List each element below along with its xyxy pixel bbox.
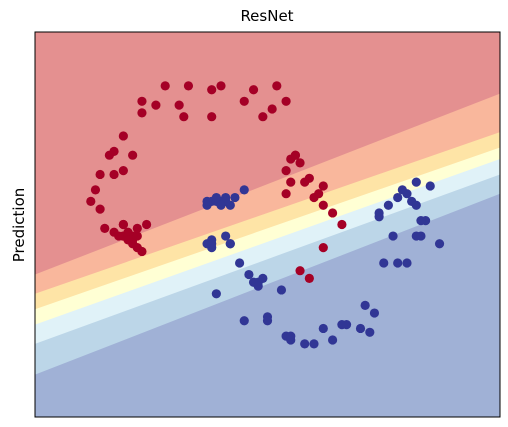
data-point-class-0 (132, 223, 142, 233)
data-point-class-0 (328, 208, 338, 218)
data-point-class-1 (225, 239, 235, 249)
data-point-class-1 (239, 316, 249, 326)
data-point-class-1 (393, 192, 403, 203)
data-point-class-0 (137, 108, 147, 118)
data-point-class-1 (355, 323, 366, 334)
data-point-class-1 (309, 339, 319, 349)
data-point-class-0 (160, 81, 170, 91)
data-point-class-1 (276, 285, 287, 295)
data-point-class-1 (388, 231, 398, 241)
data-point-class-0 (179, 112, 189, 122)
data-point-class-1 (253, 281, 263, 291)
data-point-class-1 (239, 185, 249, 195)
data-point-class-0 (248, 85, 259, 95)
data-point-class-1 (369, 308, 380, 318)
data-point-class-0 (295, 158, 305, 168)
data-point-class-1 (318, 323, 328, 334)
data-point-class-0 (318, 200, 328, 210)
data-point-class-0 (123, 235, 133, 245)
data-point-class-1 (207, 239, 217, 249)
data-point-class-0 (239, 96, 249, 106)
data-point-class-0 (137, 96, 147, 106)
data-point-class-0 (128, 150, 138, 160)
data-point-class-0 (272, 81, 282, 91)
data-point-class-0 (337, 219, 347, 230)
data-point-class-1 (379, 258, 389, 268)
data-point-class-0 (183, 81, 194, 91)
data-point-class-1 (434, 239, 445, 249)
data-point-class-0 (86, 196, 96, 206)
data-point-class-1 (211, 192, 221, 203)
data-point-class-1 (411, 177, 421, 187)
data-point-class-0 (90, 185, 101, 195)
data-point-class-0 (100, 223, 110, 233)
data-point-class-0 (318, 181, 328, 191)
plot-frame (34, 31, 501, 418)
data-point-class-0 (286, 177, 296, 187)
data-point-class-0 (281, 96, 291, 106)
data-point-class-0 (95, 204, 105, 214)
data-point-class-1 (397, 185, 407, 195)
data-point-class-1 (221, 231, 231, 241)
decision-regions (35, 32, 500, 417)
chart-title: ResNet (240, 7, 294, 25)
data-point-class-0 (207, 85, 217, 95)
data-point-class-1 (262, 316, 273, 326)
data-point-class-0 (216, 81, 226, 91)
data-point-class-0 (104, 150, 114, 160)
data-point-class-0 (281, 166, 291, 176)
data-point-class-1 (216, 200, 226, 210)
data-point-class-0 (118, 131, 128, 141)
data-point-class-0 (114, 231, 124, 241)
data-point-class-0 (318, 243, 328, 253)
data-point-class-1 (258, 273, 268, 283)
data-point-class-1 (244, 269, 254, 280)
data-point-class-1 (300, 339, 310, 349)
data-point-class-0 (174, 100, 184, 110)
data-point-class-1 (230, 192, 240, 203)
data-point-class-1 (416, 231, 426, 241)
data-point-class-0 (142, 219, 152, 230)
data-point-class-1 (328, 335, 338, 345)
data-point-class-0 (304, 273, 314, 283)
data-point-class-0 (295, 266, 305, 276)
data-point-class-0 (309, 192, 319, 203)
data-point-class-1 (365, 327, 375, 337)
data-points (86, 81, 445, 349)
data-point-class-1 (341, 320, 352, 330)
data-point-class-1 (286, 331, 296, 341)
data-point-class-1 (235, 258, 245, 268)
data-point-class-1 (416, 216, 426, 226)
data-point-class-0 (267, 104, 277, 114)
region-level-6 (35, 32, 500, 275)
data-point-class-1 (383, 200, 393, 210)
data-point-class-1 (360, 300, 370, 310)
data-point-class-1 (425, 181, 435, 191)
data-point-class-0 (290, 150, 300, 160)
data-point-class-0 (118, 166, 128, 176)
data-point-class-0 (300, 177, 310, 187)
data-point-class-1 (402, 258, 412, 268)
data-point-class-0 (207, 112, 217, 122)
data-point-class-1 (411, 200, 421, 210)
data-point-class-1 (374, 212, 384, 222)
data-point-class-0 (95, 169, 105, 180)
data-point-class-1 (202, 196, 212, 206)
data-point-class-0 (258, 112, 268, 122)
data-point-class-0 (118, 219, 128, 230)
data-point-class-0 (109, 169, 119, 180)
data-point-class-1 (393, 258, 403, 268)
data-point-class-1 (211, 289, 221, 299)
data-point-class-0 (151, 100, 161, 110)
data-point-class-0 (281, 189, 291, 199)
